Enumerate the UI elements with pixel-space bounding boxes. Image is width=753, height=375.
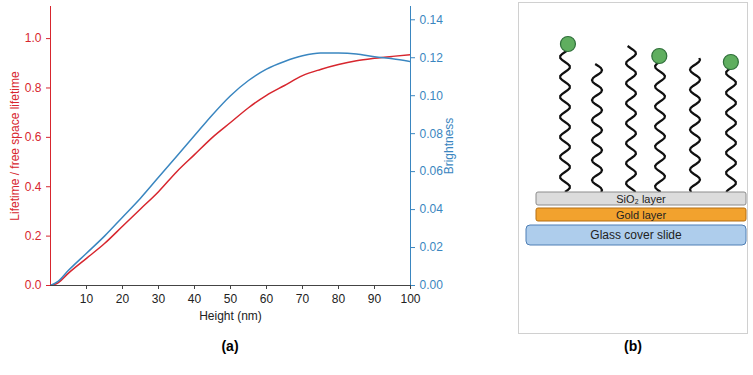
svg-text:0.14: 0.14	[420, 13, 444, 27]
svg-text:60: 60	[260, 292, 274, 306]
svg-text:Glass cover slide: Glass cover slide	[590, 228, 682, 242]
svg-text:50: 50	[224, 292, 238, 306]
svg-text:70: 70	[296, 292, 310, 306]
svg-text:0.02: 0.02	[420, 240, 444, 254]
svg-text:0.2: 0.2	[25, 229, 42, 243]
svg-text:80: 80	[332, 292, 346, 306]
svg-text:0.12: 0.12	[420, 51, 444, 65]
svg-text:0.0: 0.0	[25, 278, 42, 292]
svg-text:Lifetime / free space lifetime: Lifetime / free space lifetime	[8, 71, 22, 221]
svg-text:0.04: 0.04	[420, 202, 444, 216]
svg-text:100: 100	[400, 292, 420, 306]
svg-text:30: 30	[152, 292, 166, 306]
svg-text:90: 90	[368, 292, 382, 306]
svg-text:20: 20	[116, 292, 130, 306]
svg-text:SiO₂ layer: SiO₂ layer	[616, 193, 666, 205]
svg-text:Height (nm): Height (nm)	[199, 309, 262, 323]
svg-text:0.8: 0.8	[25, 81, 42, 95]
svg-text:Gold layer: Gold layer	[616, 209, 666, 221]
svg-text:0.4: 0.4	[25, 180, 42, 194]
svg-text:0.08: 0.08	[420, 127, 444, 141]
svg-text:0.00: 0.00	[420, 278, 444, 292]
svg-text:40: 40	[188, 292, 202, 306]
svg-text:1.0: 1.0	[25, 31, 42, 45]
svg-text:0.10: 0.10	[420, 89, 444, 103]
svg-text:0.6: 0.6	[25, 130, 42, 144]
svg-text:Brightness: Brightness	[442, 118, 456, 175]
svg-text:10: 10	[80, 292, 94, 306]
html-text:(a): (a)	[221, 338, 239, 354]
html-text:(b): (b)	[624, 338, 642, 354]
svg-text:0.06: 0.06	[420, 164, 444, 178]
